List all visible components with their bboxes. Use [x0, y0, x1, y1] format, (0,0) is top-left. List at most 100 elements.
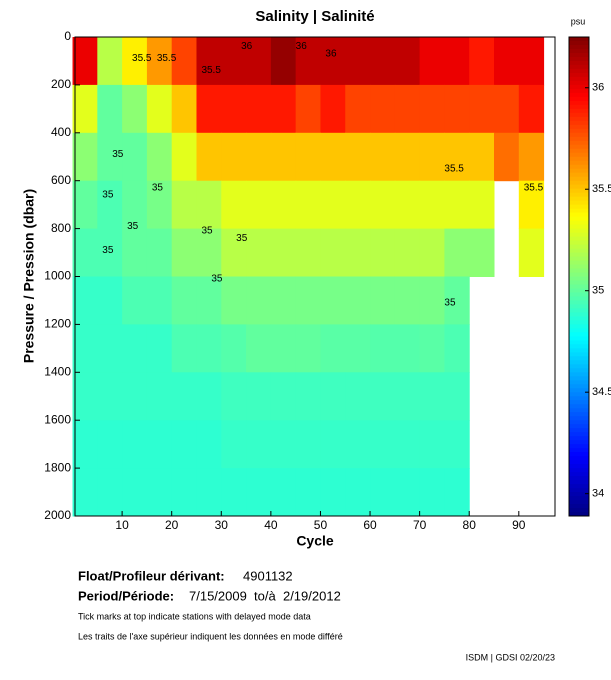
colorbar-slice	[569, 356, 589, 361]
cell	[196, 468, 222, 517]
colorbar-slice	[569, 420, 589, 425]
contour-label: 35.5	[157, 53, 177, 64]
cell	[295, 420, 321, 469]
cell	[444, 180, 470, 230]
cell	[419, 372, 445, 421]
cell	[345, 84, 371, 134]
cell	[146, 228, 173, 277]
colorbar-slice	[569, 160, 589, 166]
colorbar-slice	[569, 484, 589, 489]
colorbar-slice	[569, 128, 589, 134]
period-label: Period/Période:	[78, 588, 174, 603]
cell	[370, 276, 396, 325]
cell	[146, 132, 173, 182]
colorbar-slice	[569, 392, 589, 397]
cell	[444, 420, 470, 469]
colorbar-slice	[569, 512, 589, 517]
colorbar-slice	[569, 124, 589, 130]
colorbar-slice	[569, 52, 589, 58]
cell	[270, 468, 297, 517]
cell	[270, 324, 297, 373]
cell	[270, 372, 297, 421]
colorbar-slice	[569, 480, 589, 485]
cell	[469, 180, 495, 230]
cell	[419, 468, 445, 517]
cell	[370, 420, 396, 469]
cell	[221, 324, 247, 373]
cell	[370, 468, 396, 517]
cell	[270, 132, 297, 182]
cell	[97, 324, 123, 373]
colorbar-slice	[569, 140, 589, 146]
cell	[370, 37, 396, 86]
cell	[221, 372, 247, 421]
cell	[72, 180, 98, 230]
cell	[171, 276, 197, 325]
colorbar-slice	[569, 260, 589, 266]
cell	[295, 37, 321, 86]
cell	[97, 180, 123, 230]
y-tick-label: 1800	[44, 460, 71, 474]
cell	[444, 132, 470, 182]
colorbar-slice	[569, 472, 589, 477]
cell	[270, 84, 297, 134]
colorbar-slice	[569, 176, 589, 182]
cell	[370, 180, 396, 230]
cell	[246, 180, 272, 230]
colorbar-slice	[569, 348, 589, 353]
colorbar-slice	[569, 92, 589, 98]
colorbar-slice	[569, 184, 589, 190]
y-tick-label: 600	[51, 173, 71, 187]
cell	[444, 324, 470, 373]
contour-label: 35	[102, 190, 114, 201]
colorbar-slice	[569, 136, 589, 142]
cell	[122, 276, 148, 325]
cell	[146, 420, 173, 469]
colorbar-slice	[569, 240, 589, 246]
contour-label: 35.5	[444, 163, 464, 174]
colorbar-slice	[569, 452, 589, 457]
cell	[196, 276, 222, 325]
colorbar-slice	[569, 272, 589, 277]
contour-label: 35	[127, 221, 139, 232]
colorbar-slice	[569, 388, 589, 393]
colorbar-tick-label: 34.5	[592, 386, 611, 398]
cell	[97, 276, 123, 325]
cell	[270, 180, 297, 230]
colorbar-slice	[569, 372, 589, 377]
y-tick-label: 1400	[44, 364, 71, 378]
cell	[196, 228, 222, 277]
cell	[494, 84, 520, 134]
cell	[146, 468, 173, 517]
cell	[295, 228, 321, 277]
cell	[196, 180, 222, 230]
colorbar-slice	[569, 228, 589, 234]
cell	[419, 324, 445, 373]
colorbar-frame	[568, 36, 590, 517]
colorbar-slice	[569, 56, 589, 62]
cell	[295, 324, 321, 373]
cell	[270, 420, 297, 469]
colorbar-slice	[569, 84, 589, 90]
contour-label: 35	[102, 245, 114, 256]
colorbar-slice	[569, 400, 589, 405]
cell	[221, 420, 247, 469]
x-tick-label: 40	[264, 518, 278, 532]
colorbar-slice	[569, 476, 589, 481]
cell	[196, 372, 222, 421]
cell	[221, 276, 247, 325]
x-tick-label: 20	[165, 518, 179, 532]
colorbar-tick-label: 34	[592, 488, 604, 500]
cell	[122, 37, 148, 86]
cell	[394, 132, 421, 182]
colorbar-slice	[569, 456, 589, 461]
cell	[221, 180, 247, 230]
cell	[171, 84, 197, 134]
cell	[469, 84, 495, 134]
cell	[295, 372, 321, 421]
colorbar-slice	[569, 492, 589, 497]
colorbar-slice	[569, 276, 589, 281]
x-tick-label: 60	[363, 518, 377, 532]
cell	[146, 84, 173, 134]
